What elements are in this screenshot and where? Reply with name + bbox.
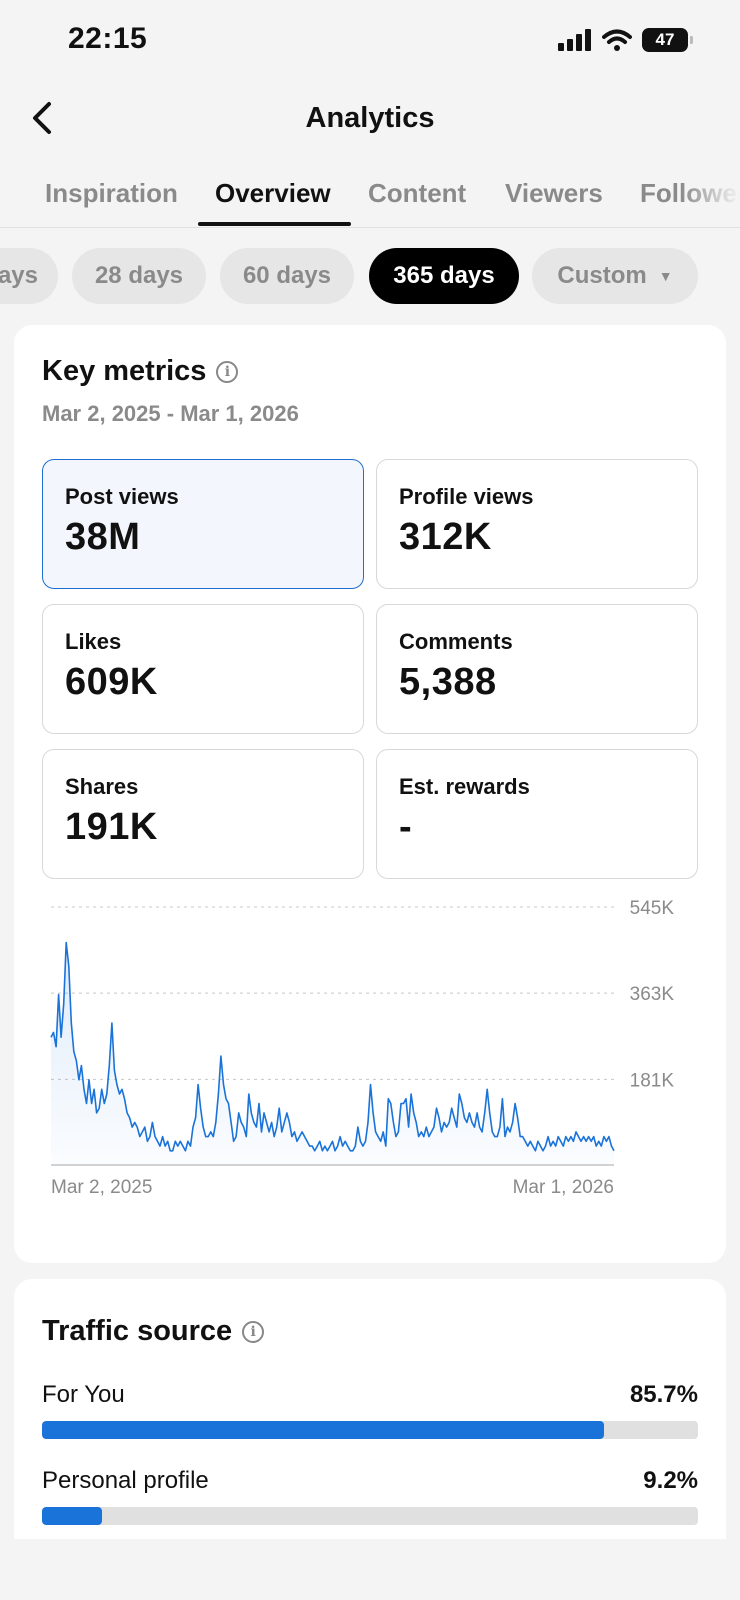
traffic-bar-fill [42,1507,103,1525]
key-metrics-header: Key metrics i [42,355,239,388]
metric-label: Shares [65,774,139,799]
metric-comments[interactable]: Comments 5,388 [376,604,698,734]
caret-down-icon: ▼ [658,268,673,284]
status-time: 22:15 [68,22,148,55]
back-button[interactable] [22,98,62,138]
chip-7-days[interactable]: 7 days [0,248,58,304]
tab-bar: Inspiration Overview Content Viewers Fol… [0,168,740,228]
y-tick-label: 363K [630,984,675,1005]
key-metrics-title: Key metrics [42,355,207,387]
metric-label: Profile views [399,484,534,509]
info-icon[interactable]: i [242,1320,265,1343]
chip-365-days[interactable]: 365 days [369,248,519,304]
chip-60-days[interactable]: 60 days [220,248,354,304]
battery-icon: 47 [642,28,693,52]
x-tick-label: Mar 2, 2025 [51,1177,152,1198]
date-filter-bar: 7 days 28 days 60 days 365 days Custom ▼ [0,248,740,304]
metric-value: 312K [399,516,492,558]
metric-value: 5,388 [399,661,497,703]
status-icons: 47 [558,28,693,52]
y-tick-label: 545K [630,898,675,919]
status-bar: 22:15 47 [0,0,740,84]
traffic-label: Personal profile [42,1467,209,1494]
chip-label: 7 days [0,262,38,289]
x-tick-label: Mar 1, 2026 [513,1177,614,1198]
traffic-bar-track [42,1421,698,1439]
wifi-icon [602,29,632,51]
series-line [50,941,615,1152]
chip-custom[interactable]: Custom ▼ [532,248,698,304]
header: Analytics [0,84,740,154]
signal-icon [558,29,591,51]
metric-label: Est. rewards [399,774,530,799]
traffic-source-card: Traffic source i For You 85.7% Personal … [14,1279,726,1539]
chip-28-days[interactable]: 28 days [72,248,206,304]
metric-profile-views[interactable]: Profile views 312K [376,459,698,589]
traffic-label: For You [42,1381,125,1408]
info-icon[interactable]: i [216,360,239,383]
metric-label: Comments [399,629,513,654]
metric-post-views[interactable]: Post views 38M [42,459,364,589]
metric-value: - [399,806,413,848]
traffic-source-header: Traffic source i [42,1315,265,1348]
date-range: Mar 2, 2025 - Mar 1, 2026 [42,401,299,426]
traffic-bar-track [42,1507,698,1525]
traffic-source-title: Traffic source [42,1315,233,1347]
key-metrics-card: Key metrics i Mar 2, 2025 - Mar 1, 2026 … [14,325,726,1263]
tab-viewers[interactable]: Viewers [505,178,603,208]
metric-value: 609K [65,661,158,703]
metric-likes[interactable]: Likes 609K [42,604,364,734]
metric-label: Post views [65,484,179,509]
traffic-percent: 9.2% [643,1467,698,1494]
post-views-chart[interactable]: 545K 363K 181K Mar 2, 2025 Mar 1, 2026 [14,895,726,1235]
tab-fade [680,168,740,226]
traffic-percent: 85.7% [629,1381,698,1408]
tab-inspiration[interactable]: Inspiration [45,178,178,208]
y-tick-label: 181K [630,1070,675,1091]
traffic-bar-fill [42,1421,605,1439]
page-title: Analytics [305,102,435,134]
metric-est-rewards[interactable]: Est. rewards - [376,749,698,879]
metric-shares[interactable]: Shares 191K [42,749,364,879]
metric-value: 191K [65,806,158,848]
series-area [51,942,614,1165]
chip-label: Custom [557,262,647,289]
metric-value: 38M [65,516,141,558]
tab-overview[interactable]: Overview [215,178,331,208]
tab-content[interactable]: Content [368,178,467,208]
metric-label: Likes [65,629,122,654]
active-tab-indicator [198,222,351,226]
chevron-left-icon [33,102,51,134]
